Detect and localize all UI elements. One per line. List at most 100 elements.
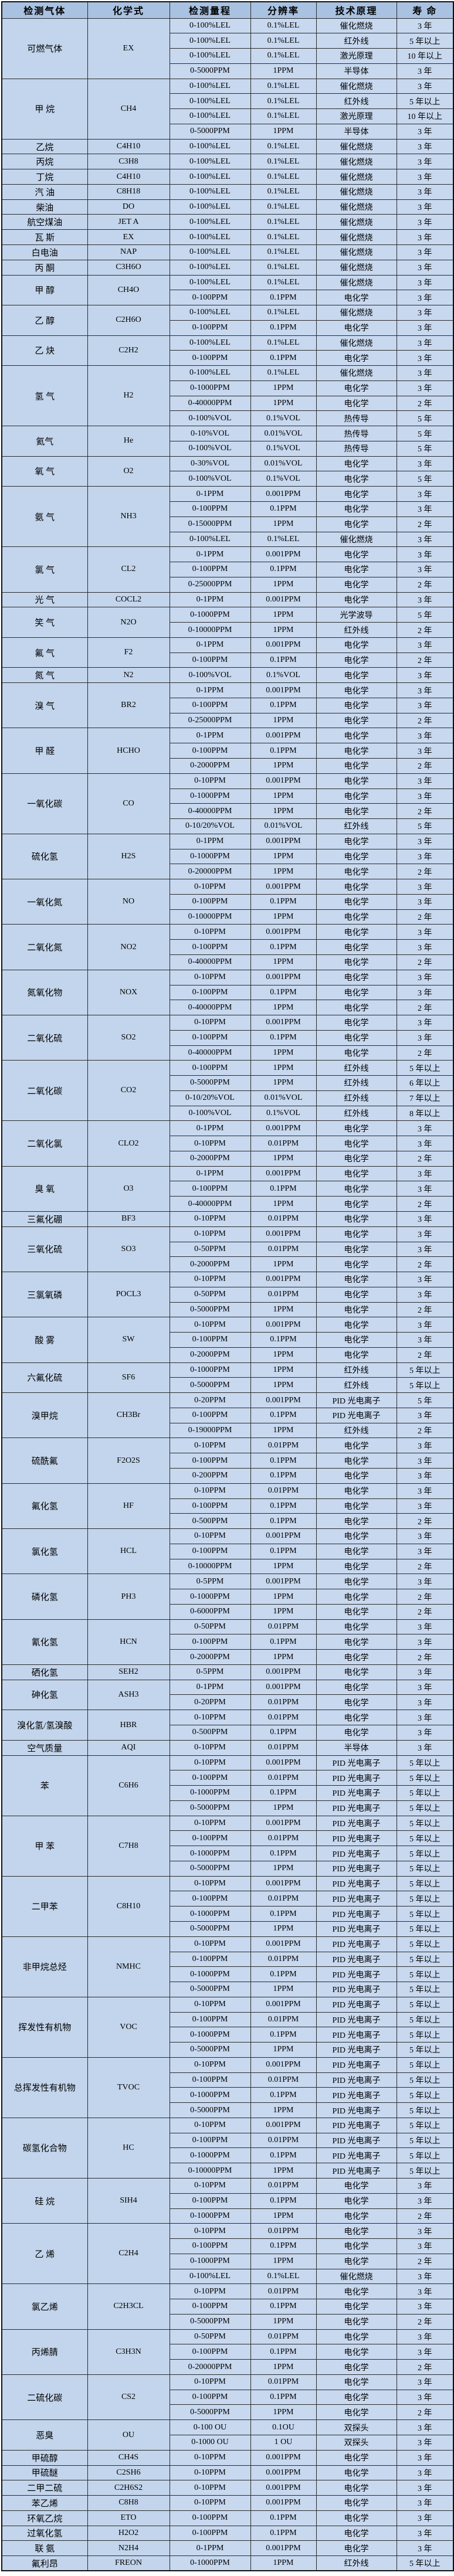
principle-cell: 电化学 [316, 290, 397, 306]
table-row: 丙烯腈 C3H3N 0-50PPM 0.01PPM 电化学 3 年 [1, 2329, 454, 2375]
principle-cell: 电化学 [316, 1513, 397, 1530]
table-row: 氟利昂 FREON 0-1000PPM 1PPM 红外线 5 年以上 [1, 2555, 454, 2571]
resolution-cell: 0.01PPM [250, 1770, 317, 1786]
range-cell: 0-10PPM [169, 969, 251, 985]
principle-cell: 电化学 [316, 1181, 397, 1197]
resolution-cell: 1PPM [250, 2208, 317, 2224]
resolution-cell: 1PPM [250, 1075, 317, 1091]
table-row: 0-100%LEL 0.1%LEL 激光原理 10 年以上 [2, 48, 454, 64]
table-row: 0-100%VOL 0.1%VOL 红外线 8 年以上 [2, 1105, 454, 1122]
principle-cell: 电化学 [316, 939, 397, 955]
resolution-cell: 1PPM [250, 2042, 317, 2058]
lifespan-cell: 3 年 [396, 1165, 454, 1182]
table-row: 磷化氢 PH3 0-5PPM 0.001PPM 电化学 3 年 [1, 1574, 454, 1620]
principle-cell: 电化学 [316, 2525, 397, 2541]
range-cell: 0-2000PPM [169, 758, 251, 774]
lifespan-cell: 5 年以上 [396, 1755, 454, 1771]
principle-cell: 电化学 [316, 395, 397, 412]
principle-cell: 电化学 [316, 969, 397, 985]
lifespan-cell: 3 年 [396, 939, 454, 955]
resolution-cell: 0.001PPM [250, 637, 317, 653]
principle-cell: 电化学 [316, 2389, 397, 2405]
lifespan-cell: 2 年 [396, 1558, 454, 1575]
gas-name-cell: 氮 气 [1, 667, 88, 684]
principle-cell: 电化学 [316, 1256, 397, 1273]
table-row: 0-1000PPM 0.1PPM PID 光电离子 5 年以上 [2, 1966, 454, 1983]
lifespan-cell: 5 年以上 [396, 1846, 454, 1861]
resolution-cell: 0.001PPM [250, 682, 317, 698]
resolution-cell: 0.1%VOL [250, 440, 317, 457]
range-cell: 0-10PPM [169, 1226, 251, 1242]
resolution-cell: 1PPM [250, 516, 317, 532]
table-row: 0-50PPM 0.01PPM 电化学 3 年 [2, 1241, 454, 1258]
table-row: 0-5000PPM 1PPM 红外线 5 年以上 [2, 1377, 454, 1394]
lifespan-cell: 5 年以上 [396, 1966, 454, 1983]
principle-cell: 电化学 [316, 864, 397, 880]
resolution-cell: 1PPM [250, 1196, 317, 1212]
table-row: 0-2000PPM 1PPM 电化学 2 年 [2, 1649, 454, 1665]
principle-cell: PID 光电离子 [316, 1921, 397, 1937]
principle-cell: 电化学 [316, 1725, 397, 1741]
principle-cell: 电化学 [316, 516, 397, 532]
resolution-cell: 0.01PPM [250, 1286, 317, 1303]
table-row: 0-19000PPM 1PPM 红外线 2 年 [2, 1422, 454, 1439]
resolution-cell: 0.001PPM [250, 1392, 317, 1408]
principle-cell: PID 光电离子 [316, 1891, 397, 1907]
principle-cell: PID 光电离子 [316, 1407, 397, 1423]
table-row: 甲硫醚 C2SH6 0-10PPM 0.001PPM 电化学 3 年 [1, 2465, 454, 2481]
range-cell: 0-10PPM [169, 1272, 251, 1287]
resolution-cell: 1PPM [250, 2313, 317, 2330]
lifespan-cell: 3 年 [396, 1181, 454, 1197]
gas-name-cell: 总挥发性有机物 [1, 2057, 88, 2118]
range-cell: 0-5000PPM [169, 1075, 251, 1091]
lifespan-cell: 5 年以上 [396, 1362, 454, 1378]
range-cell: 0-25000PPM [169, 712, 251, 729]
principle-cell: 红外线 [316, 1090, 397, 1106]
range-cell: 0-100PPM [169, 1498, 251, 1514]
table-row: 过氧化氢 H2O2 0-100PPM 0.1PPM 电化学 3 年 [1, 2525, 454, 2541]
gas-name-cell: 空气质量 [1, 1739, 88, 1756]
table-row: 甲 醇 CH4O 0-100%LEL 0.1%LEL 催化燃烧 3 年 [1, 274, 454, 306]
resolution-cell: 0.1%LEL [250, 259, 317, 276]
lifespan-cell: 3 年 [396, 728, 454, 744]
range-cell: 0-10PPM [169, 1136, 251, 1151]
table-row: 砷化氢 ASH3 0-1PPM 0.001PPM 电化学 3 年 [1, 1679, 454, 1711]
principle-cell: PID 光电离子 [316, 2147, 397, 2164]
lifespan-cell: 2 年 [396, 2208, 454, 2224]
table-row: 0-10/20%VOL 0.01%VOL 红外线 7 年以上 [2, 1090, 454, 1106]
range-cell: 0-20PPM [169, 1694, 251, 1711]
principle-cell: 电化学 [316, 1136, 397, 1151]
lifespan-cell: 3 年 [396, 229, 454, 245]
resolution-cell: 0.1PPM [250, 2193, 317, 2209]
principle-cell: 电化学 [316, 2404, 397, 2421]
resolution-cell: 0.001PPM [250, 1679, 317, 1695]
range-cell: 0-100PPM [169, 501, 251, 517]
lifespan-cell: 3 年 [396, 879, 454, 895]
gas-name-cell: 氯乙烯 [1, 2283, 88, 2330]
range-cell: 0-100PPM [169, 350, 251, 366]
lifespan-cell: 3 年 [396, 2389, 454, 2405]
formula-cell: HF [87, 1483, 170, 1530]
principle-cell: 红外线 [316, 2555, 397, 2571]
range-cell: 0-100%LEL [169, 274, 251, 291]
range-cell: 0-100PPM [169, 1453, 251, 1469]
table-row: 0-40000PPM 1PPM 电化学 2 年 [2, 803, 454, 820]
table-row: 氯化氢 HCL 0-10PPM 0.001PPM 电化学 3 年 [1, 1528, 454, 1575]
principle-cell: 电化学 [316, 471, 397, 487]
table-row: 二硫化碳 CS2 0-10PPM 0.01PPM 电化学 3 年 [1, 2374, 454, 2421]
gas-name-cell: 二甲苯 [1, 1875, 88, 1937]
principle-cell: PID 光电离子 [316, 2117, 397, 2133]
principle-cell: 电化学 [316, 682, 397, 698]
table-row: 0-100PPM 0.1PPM 电化学 3 年 [2, 562, 454, 577]
lifespan-cell: 2 年 [396, 1603, 454, 1620]
table-row: 0-100%LEL 0.1%LEL 红外线 5 年以上 [2, 93, 454, 110]
range-cell: 0-10PPM [169, 773, 251, 789]
gas-name-cell: 恶臭 [1, 2419, 88, 2451]
gas-name-cell: 乙 炔 [1, 335, 88, 366]
table-row: 0-100PPM 0.1PPM 电化学 3 年 [2, 320, 454, 336]
formula-cell: COCL2 [87, 592, 170, 608]
table-row: 空气质量 AQI 0-10PPM 0.01PPM 半导体 3 年 [1, 1739, 454, 1756]
header-formula: 化学式 [87, 1, 170, 19]
principle-cell: 电化学 [316, 2359, 397, 2375]
